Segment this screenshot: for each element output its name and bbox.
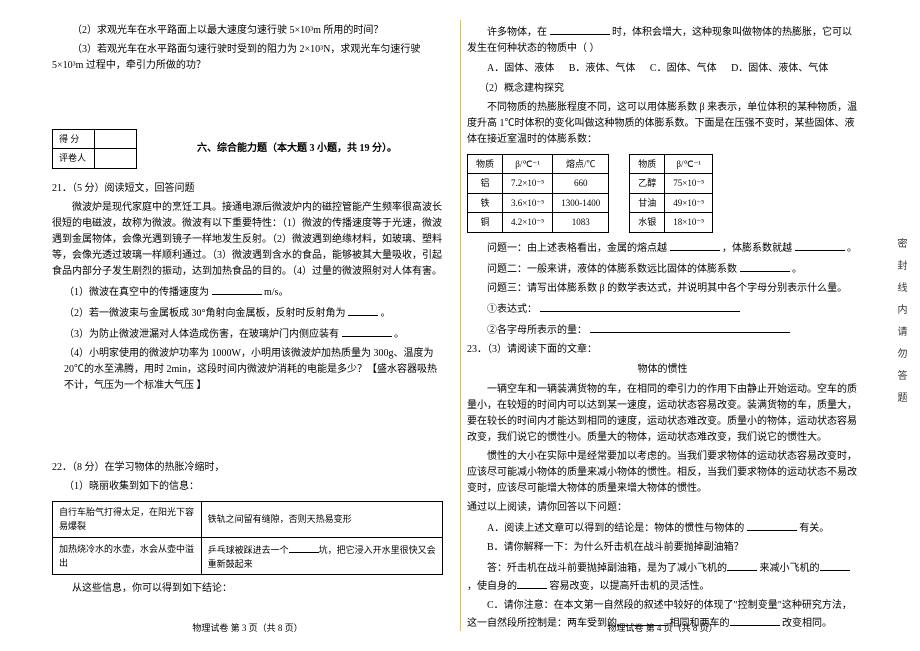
blank — [212, 283, 262, 295]
footer-right: 物理试卷 第 4 页（共 8 页） — [455, 621, 870, 635]
q21-2: （2）若一微波束与金属板成 30°角射向金属板，反射时反射角为 。 — [64, 304, 443, 322]
q3-text: （3）若观光车在水平路面匀速行驶时受到的阻力为 2×10³N，求观光车匀速行驶 … — [52, 42, 443, 74]
qa3-1: ①表达式： — [467, 300, 858, 318]
info-table: 自行车胎气打得太足，在阳光下容易爆裂 铁轨之间留有缝隙，否则天热易变形 加热烧冷… — [52, 501, 443, 576]
right-p1: 许多物体，在 时，体积会增大，这种现象叫做物体的热膨胀，它可以发生在何种状态的物… — [467, 23, 858, 57]
blank — [342, 325, 392, 337]
opt-a: A．固体、液体 — [487, 61, 554, 77]
q2-text: （2）求观光车在水平路面上以最大速度匀速行驶 5×10³m 所用的时间？ — [52, 23, 443, 39]
score-box: 得 分 评卷人 六、综合能力题（本大题 3 小题，共 19 分）。 — [52, 129, 443, 169]
sealing-line: 密封线内请勿答题 — [880, 0, 920, 651]
readq: 通过以上阅读，请你回答以下问题： — [467, 500, 858, 516]
section6-title: 六、综合能力题（本大题 3 小题，共 19 分）。 — [197, 141, 397, 157]
blank — [550, 23, 610, 35]
score-l2: 评卷人 — [53, 149, 95, 168]
blank — [348, 304, 378, 316]
info-r1c1: 自行车胎气打得太足，在阳光下容易爆裂 — [53, 501, 202, 537]
q21-4: （4）小明家使用的微波炉功率为 1000W，小明用该微波炉加热质量为 300g、… — [64, 346, 443, 394]
q21-head: 21．（5 分）阅读短文，回答问题 — [52, 181, 443, 197]
options-row: A．固体、液体 B．液体、气体 C．固体、气体 D．固体、液体、气体 — [487, 61, 858, 77]
right-column: 许多物体，在 时，体积会增大，这种现象叫做物体的热膨胀，它可以发生在何种状态的物… — [455, 20, 870, 641]
q22-sub1: （1）晓丽收集到如下的信息： — [64, 479, 443, 495]
info-r1c2: 铁轨之间留有缝隙，否则天热易变形 — [201, 501, 442, 537]
info-r2c2: 乒乓球被踩进去一个坑，把它浸入开水里很快又会重新鼓起来 — [201, 537, 442, 575]
opt-c: C．固体、气体 — [650, 61, 717, 77]
score-l1: 得 分 — [53, 130, 95, 149]
q22-tail: 从这些信息，你可以得到如下结论： — [52, 581, 443, 597]
qa1: 问题一：由上述表格看出，金属的熔点越 ，体膨系数就越 。 — [467, 239, 858, 257]
sub2: （2）概念建构探究 — [479, 81, 858, 97]
q21-3: （3）为防止微波泄漏对人体造成伤害，在玻璃炉门内侧应装有 。 — [64, 325, 443, 343]
column-divider — [460, 20, 461, 631]
info-r2c1: 加热烧冷水的水壶，水会从壶中溢出 — [53, 537, 202, 575]
solid-table: 物质 β/℃⁻¹ 熔点/℃ 铝 7.2×10⁻⁵ 660 铁 3.6×10⁻⁵ … — [467, 154, 609, 233]
left-column: （2）求观光车在水平路面上以最大速度匀速行驶 5×10³m 所用的时间？ （3）… — [40, 20, 455, 641]
article-title: 物体的惯性 — [467, 362, 858, 378]
data-tables: 物质 β/℃⁻¹ 熔点/℃ 铝 7.2×10⁻⁵ 660 铁 3.6×10⁻⁵ … — [467, 154, 858, 233]
opt-d: D．固体、液体、气体 — [731, 61, 828, 77]
footer-left: 物理试卷 第 3 页（共 8 页） — [40, 621, 455, 635]
qB-ans: 答：歼击机在战斗前要抛掉副油箱，是为了减小飞机的 来减小飞机的 ，使自身的 容易… — [467, 559, 858, 595]
qa3: 问题三：请写出体膨系数 β 的数学表达式，并说明其中各个字母分别表示什么量。 — [467, 281, 858, 297]
article-p2: 惯性的大小在实际中是经常要加以考虑的。当我们要求物体的运动状态容易改变时，应该尽… — [467, 449, 858, 497]
qa2: 问题二：一般来讲，液体的体膨系数远比固体的体膨系数 。 — [467, 260, 858, 278]
qa3-2: ②各字母所表示的量： — [467, 321, 858, 339]
q21-para: 微波炉是现代家庭中的烹饪工具。接通电源后微波炉内的磁控管能产生频率很高波长很短的… — [52, 200, 443, 280]
sub3-label: 23．（3）请阅读下面的文章： — [467, 342, 858, 358]
q22-head: 22．（8 分）在学习物体的热胀冷缩时， — [52, 460, 443, 476]
liquid-table: 物质 β/℃⁻¹ 乙醇 75×10⁻⁵ 甘油 49×10⁻⁵ 水银 18×10⁻… — [629, 154, 713, 233]
article-p1: 一辆空车和一辆装满货物的车，在相同的牵引力的作用下由静止开始运动。空车的质量小，… — [467, 382, 858, 446]
qB: B．请你解释一下：为什么歼击机在战斗前要抛掉副油箱？ — [467, 540, 858, 556]
qA: A．阅读上述文章可以得到的结论是：物体的惯性与物体的 有关。 — [467, 519, 858, 537]
opt-b: B．液体、气体 — [569, 61, 636, 77]
score-table: 得 分 评卷人 — [52, 129, 137, 169]
q21-1: （1）微波在真空中的传播速度为 m/s。 — [64, 283, 443, 301]
p2: 不同物质的热膨胀程度不同，这可以用体膨系数 β 来表示，单位体积的某种物质，温度… — [467, 100, 858, 148]
